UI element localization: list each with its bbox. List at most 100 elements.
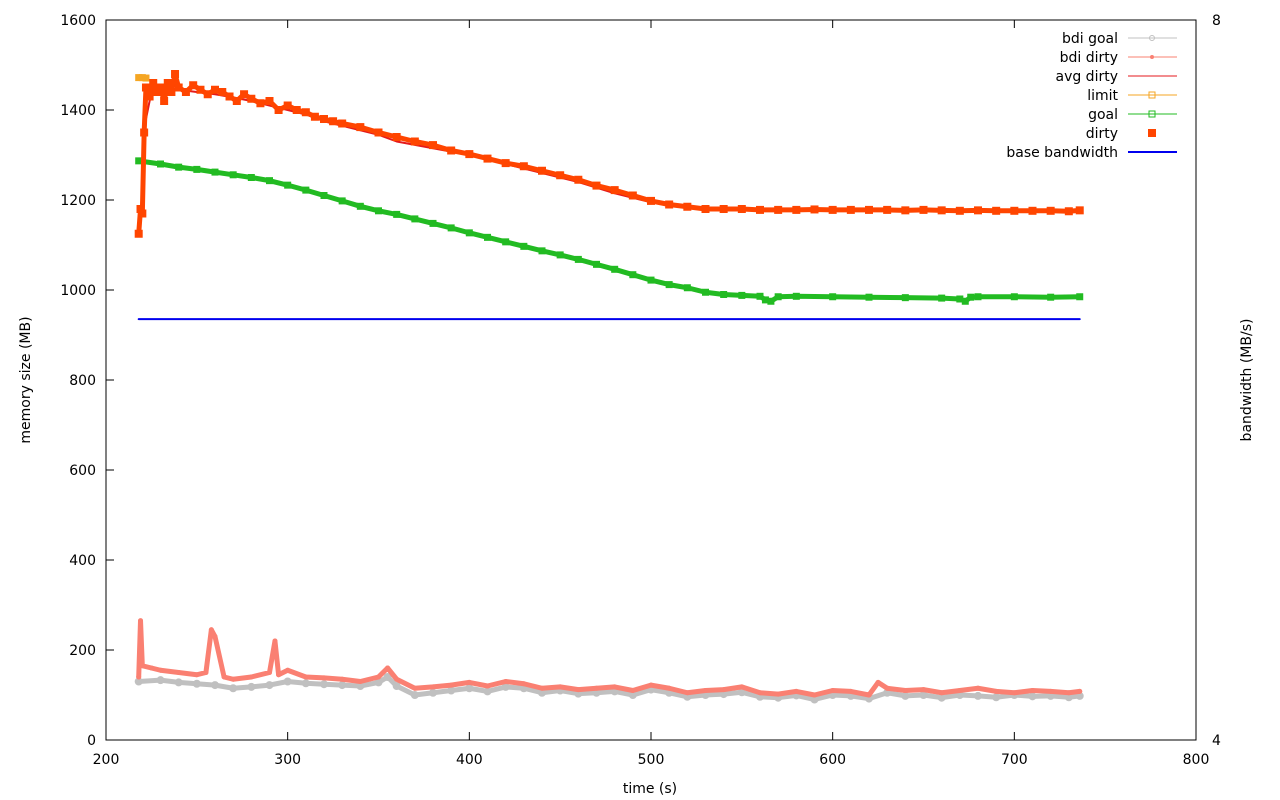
- data-point-dirty: [937, 206, 946, 215]
- data-point-bdi-dirty: [357, 679, 363, 684]
- data-point-dirty: [1064, 207, 1073, 216]
- data-point-goal: [967, 293, 975, 301]
- data-point-dirty: [828, 205, 837, 214]
- data-point-bdi-dirty: [339, 676, 345, 682]
- data-point-bdi-goal: [429, 688, 437, 697]
- y-axis-title: memory size (MB): [18, 316, 34, 443]
- data-point-limit: [138, 74, 146, 82]
- data-point-goal: [556, 251, 564, 259]
- data-point-goal: [266, 177, 273, 185]
- data-point-goal: [356, 202, 364, 210]
- data-point-bdi-dirty: [466, 679, 472, 685]
- data-point-dirty: [225, 92, 234, 101]
- data-point-goal: [1076, 293, 1084, 301]
- data-point-bdi-dirty: [285, 667, 291, 673]
- data-point-goal: [429, 219, 437, 227]
- legend-label-goal: goal: [1088, 107, 1118, 123]
- data-point-dirty: [538, 166, 546, 175]
- data-point-goal: [593, 260, 600, 268]
- data-point-dirty: [134, 229, 143, 238]
- legend-label-bdi-dirty: bdi dirty: [1060, 50, 1118, 66]
- y-axis-ticks: 0 200 400 600 800 1000 1200 1400 1600: [60, 13, 114, 749]
- data-point-dirty: [256, 99, 265, 108]
- data-point-dirty: [149, 79, 158, 87]
- data-point-dirty: [141, 83, 150, 92]
- data-point-bdi-dirty: [272, 638, 278, 644]
- data-point-goal: [974, 293, 982, 301]
- data-point-goal: [629, 271, 637, 279]
- data-point-goal: [411, 215, 419, 223]
- data-point-bdi-goal: [410, 691, 419, 699]
- plot-frame: [105, 19, 1197, 741]
- data-point-bdi-goal: [320, 680, 328, 689]
- data-point-bdi-dirty: [448, 682, 454, 688]
- series-dirty: [134, 70, 1084, 238]
- data-point-dirty: [628, 191, 637, 200]
- data-point-goal: [465, 229, 473, 237]
- data-point-dirty: [992, 206, 1001, 215]
- y-tick-label: 1600: [60, 13, 96, 29]
- data-point-bdi-dirty: [993, 688, 999, 694]
- x-tick-label: 600: [819, 752, 846, 768]
- data-point-dirty: [592, 181, 601, 190]
- data-point-dirty: [737, 205, 746, 213]
- data-point-bdi-dirty: [385, 665, 391, 671]
- data-point-bdi-goal: [338, 681, 347, 690]
- data-point-dirty: [846, 205, 855, 214]
- data-point-goal: [211, 168, 219, 176]
- data-point-dirty: [756, 205, 764, 214]
- data-point-goal: [792, 292, 800, 300]
- x-axis-ticks: 200 300 400 500 600 700 800: [93, 20, 1209, 768]
- data-point-dirty: [174, 83, 183, 92]
- data-point-goal: [961, 297, 969, 305]
- data-point-goal: [865, 293, 873, 301]
- y2-axis-title: bandwidth (MB/s): [1239, 319, 1255, 442]
- legend-label-base-bandwidth: base bandwidth: [1006, 145, 1118, 161]
- legend-marker-dirty: [1148, 129, 1156, 137]
- legend-label-dirty: dirty: [1086, 126, 1118, 142]
- y2-tick-label: 8: [1212, 13, 1221, 29]
- data-point-bdi-goal: [483, 687, 492, 696]
- data-point-dirty: [283, 101, 292, 110]
- data-point-dirty: [374, 128, 383, 137]
- data-point-goal: [302, 186, 310, 194]
- chart-legend: bdi goal bdi dirty avg dirty limit goal dirty…: [1006, 31, 1177, 161]
- legend-marker-goal: [1148, 110, 1156, 118]
- y2-axis-ticks: 48: [1188, 13, 1221, 749]
- data-point-bdi-dirty: [148, 665, 154, 671]
- data-point-bdi-dirty: [1077, 688, 1083, 694]
- data-point-bdi-dirty: [703, 688, 708, 693]
- y-tick-label: 1000: [60, 283, 96, 299]
- data-point-bdi-dirty: [1048, 688, 1054, 694]
- data-point-bdi-dirty: [666, 685, 672, 691]
- data-point-dirty: [203, 90, 212, 99]
- legend-marker-bdi-goal: [1149, 35, 1155, 41]
- series-goal: [135, 157, 1084, 305]
- data-point-bdi-dirty: [176, 670, 182, 675]
- data-point-goal: [135, 157, 143, 165]
- data-point-goal: [157, 160, 164, 168]
- data-point-bdi-dirty: [412, 685, 418, 691]
- data-point-dirty: [1010, 206, 1019, 215]
- data-point-bdi-dirty: [975, 685, 981, 691]
- data-point-bdi-dirty: [739, 684, 745, 690]
- data-point-dirty: [265, 97, 274, 105]
- data-point-bdi-dirty: [503, 679, 509, 684]
- data-point-dirty: [160, 97, 169, 105]
- data-point-goal: [956, 295, 964, 303]
- data-point-bdi-dirty: [485, 683, 490, 689]
- data-point-bdi-goal: [229, 684, 238, 693]
- data-point-dirty: [901, 206, 910, 215]
- data-point-bdi-goal: [247, 682, 256, 691]
- data-point-bdi-dirty: [248, 674, 254, 680]
- data-point-bdi-dirty: [921, 687, 926, 693]
- data-point-dirty: [465, 150, 474, 159]
- data-point-bdi-goal: [1028, 692, 1037, 701]
- data-point-dirty: [171, 70, 180, 78]
- data-point-bdi-goal: [192, 679, 201, 688]
- data-point-bdi-dirty: [848, 688, 854, 694]
- data-point-goal: [756, 292, 764, 300]
- data-point-bdi-dirty: [594, 685, 599, 691]
- data-point-dirty: [152, 88, 161, 96]
- data-point-dirty: [683, 202, 692, 211]
